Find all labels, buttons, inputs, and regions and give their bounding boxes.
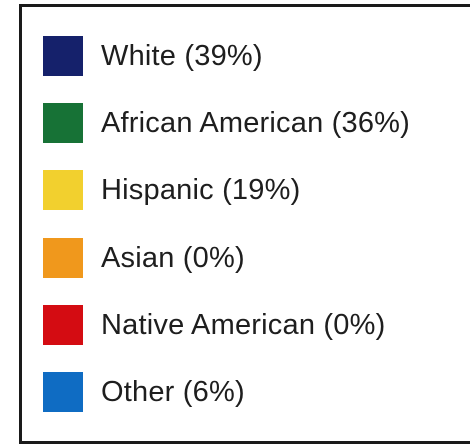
legend-item-hispanic: Hispanic (19%) [43,170,300,210]
legend-box: White (39%) African American (36%) Hispa… [19,4,470,444]
legend-swatch-other [43,372,83,412]
legend-swatch-white [43,36,83,76]
legend-item-native-american: Native American (0%) [43,305,385,345]
legend-label-native-american: Native American (0%) [101,308,386,341]
legend-label-asian: Asian (0%) [101,241,245,274]
legend-swatch-asian [43,238,83,278]
legend-label-hispanic: Hispanic (19%) [101,173,301,206]
legend-label-african-american: African American (36%) [101,106,411,139]
legend-item-white: White (39%) [43,36,263,76]
legend-item-other: Other (6%) [43,372,245,412]
legend-swatch-african-american [43,103,83,143]
legend-swatch-native-american [43,305,83,345]
legend-label-other: Other (6%) [101,375,245,408]
legend-swatch-hispanic [43,170,83,210]
legend-item-african-american: African American (36%) [43,103,410,143]
legend-item-asian: Asian (0%) [43,238,245,278]
legend-label-white: White (39%) [101,39,263,72]
